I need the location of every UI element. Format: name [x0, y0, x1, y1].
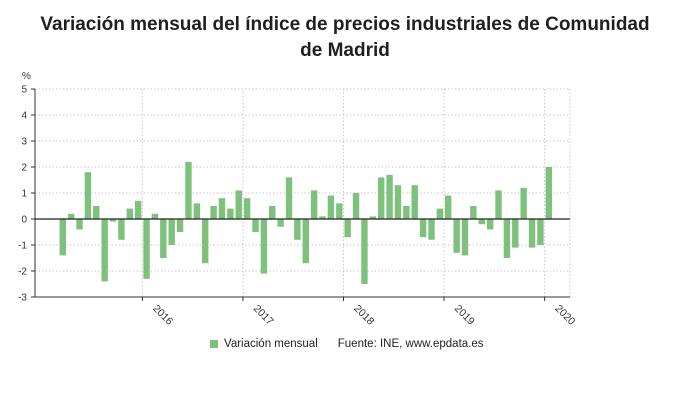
source-note: Fuente: INE, www.epdata.es: [337, 338, 484, 350]
bar: [109, 219, 117, 222]
bar: [294, 219, 301, 240]
chart-title: Variación mensual del índice de precios …: [0, 12, 690, 64]
bar: [344, 219, 351, 238]
bar: [445, 195, 452, 219]
bar: [227, 208, 234, 219]
bar: [352, 193, 360, 219]
bar: [378, 177, 385, 219]
y-tick-label: -2: [18, 267, 27, 278]
legend-swatch: [210, 340, 218, 348]
bar: [537, 219, 544, 245]
y-tick-label: 3: [21, 137, 27, 148]
x-tick-label: 2016: [150, 303, 175, 328]
bar: [436, 208, 444, 219]
bar: [210, 206, 217, 219]
bar: [252, 219, 259, 232]
bar: [545, 167, 552, 219]
bar: [461, 219, 469, 256]
x-tick-label: 2017: [251, 303, 276, 328]
bar: [528, 219, 536, 248]
legend-series-label: Variación mensual: [224, 338, 318, 350]
bar: [495, 190, 502, 219]
bar: [143, 219, 150, 279]
chart-title-line-2: de Madrid: [300, 40, 390, 61]
x-tick-label: 2019: [452, 303, 477, 328]
x-tick-label: 2020: [552, 303, 577, 328]
y-tick-label: 5: [21, 85, 27, 96]
bar: [193, 203, 201, 219]
y-tick-label: 2: [21, 163, 27, 174]
bar: [84, 172, 92, 219]
legend: Variación mensual Fuente: INE, www.epdat…: [210, 338, 484, 350]
bar: [327, 195, 335, 219]
bar: [310, 190, 318, 219]
bar: [67, 213, 75, 219]
bar: [411, 185, 418, 219]
bar: [428, 219, 435, 240]
y-tick-label: 4: [21, 111, 27, 122]
bar: [403, 206, 410, 219]
bar: [336, 203, 343, 219]
bar: [168, 219, 175, 245]
bar: [101, 219, 108, 282]
bar: [134, 200, 142, 219]
bar: [319, 216, 326, 219]
bar: [453, 219, 460, 253]
bar: [386, 174, 393, 219]
bar: [243, 198, 251, 219]
x-tick-label: 2018: [351, 303, 376, 328]
bar: [235, 190, 242, 219]
bar: [269, 206, 276, 219]
bar: [176, 219, 184, 232]
bar: [160, 219, 167, 258]
bar: [486, 219, 494, 230]
bar: [202, 219, 209, 264]
y-tick-label: -1: [18, 241, 27, 252]
y-axis-unit: %: [22, 71, 31, 82]
bar: [394, 185, 402, 219]
bar: [93, 206, 100, 219]
bar: [512, 219, 519, 248]
bar: [520, 187, 527, 219]
bar: [126, 208, 133, 219]
bar: [503, 219, 511, 258]
bar: [260, 219, 268, 274]
bar: [285, 177, 293, 219]
bar: [185, 161, 192, 219]
bar: [76, 219, 83, 230]
bar: [118, 219, 125, 240]
bar: [470, 206, 477, 219]
bar: [478, 219, 485, 225]
bar: [59, 219, 66, 256]
bar: [302, 219, 309, 264]
y-tick-label: -3: [18, 293, 27, 304]
bar: [419, 219, 427, 238]
bar: [277, 219, 284, 227]
chart-title-line-1: Variación mensual del índice de precios …: [40, 14, 650, 35]
bar: [218, 198, 226, 219]
y-tick-label: 0: [21, 215, 27, 226]
y-tick-label: 1: [21, 189, 27, 200]
bar: [151, 213, 159, 219]
bar: [361, 219, 368, 284]
bar: [369, 216, 377, 219]
